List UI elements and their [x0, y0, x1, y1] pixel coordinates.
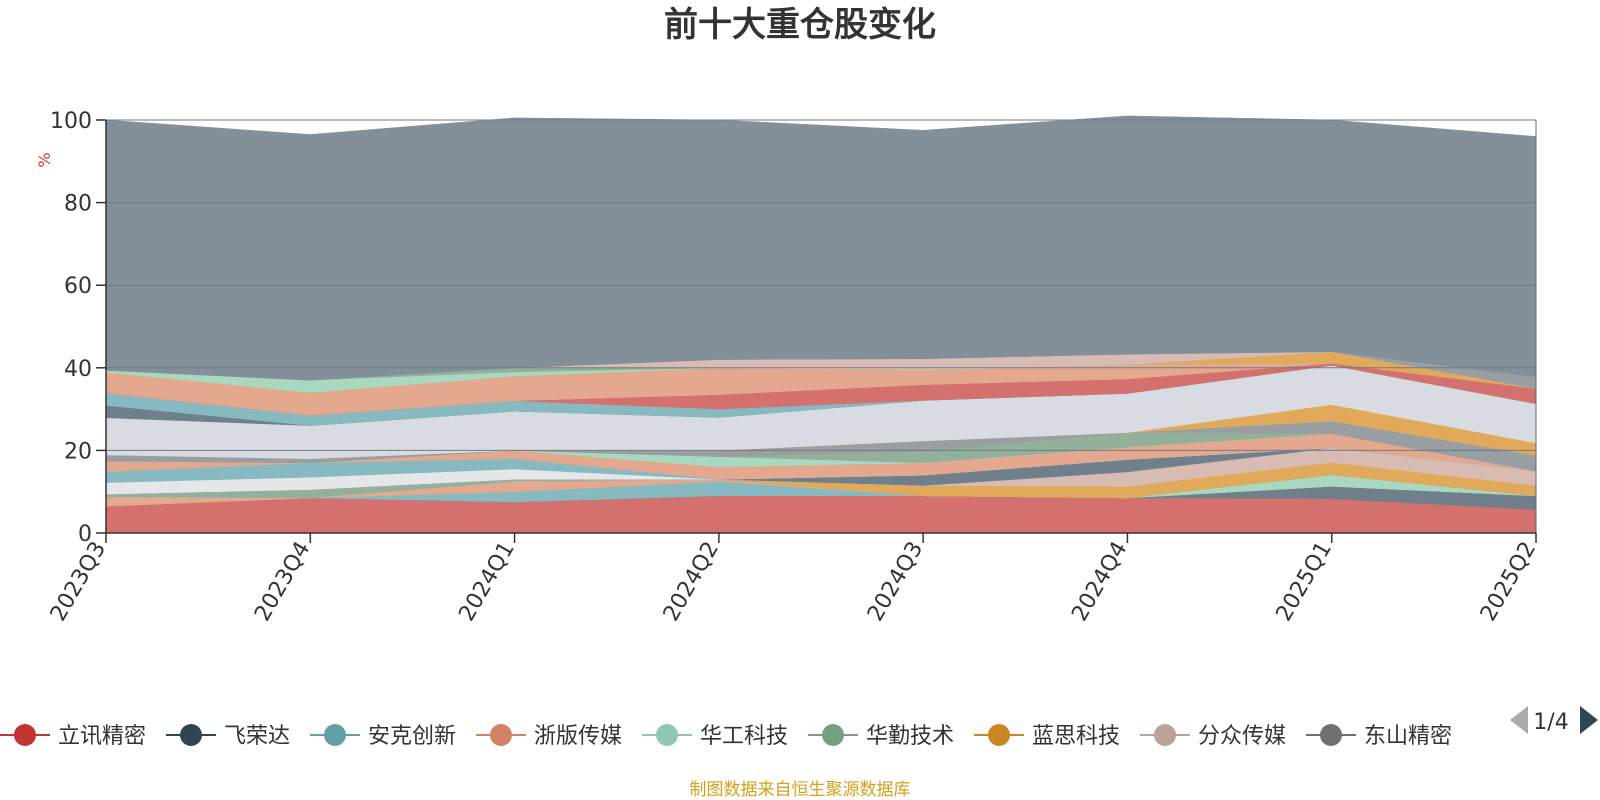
legend-label-7: 分众传媒 — [1198, 724, 1286, 749]
legend-item-1[interactable]: 飞荣达 — [166, 724, 290, 749]
x-tick-label-7: 2025Q2 — [1476, 538, 1541, 626]
legend-marker-5 — [822, 724, 844, 746]
legend-label-4: 华工科技 — [700, 724, 788, 749]
legend-marker-1 — [180, 724, 202, 746]
legend-label-5: 华勤技术 — [866, 724, 954, 749]
y-axis: 0 20 40 60 80 100 — [50, 109, 1537, 547]
legend-next-page-icon[interactable] — [1580, 706, 1598, 734]
y-tick-label-5: 100 — [50, 109, 92, 134]
legend-item-3[interactable]: 浙版传媒 — [476, 724, 622, 749]
x-tick-label-5: 2024Q4 — [1067, 538, 1132, 626]
x-tick-label-2: 2024Q1 — [454, 538, 519, 626]
y-tick-label-0: 0 — [78, 522, 92, 547]
legend-item-4[interactable]: 华工科技 — [642, 724, 788, 749]
legend-item-6[interactable]: 蓝思科技 — [974, 724, 1120, 749]
x-tick-label-3: 2024Q2 — [659, 538, 724, 626]
y-tick-label-2: 40 — [64, 357, 92, 382]
legend-label-2: 安克创新 — [368, 724, 456, 749]
legend: 立讯精密 飞荣达 安克创新 浙版传媒 华工科技 华勤技术 蓝思科技 分众传媒 东山精密 — [0, 724, 1452, 749]
legend-prev-page-icon[interactable] — [1510, 706, 1528, 734]
legend-label-0: 立讯精密 — [58, 724, 146, 749]
x-tick-label-0: 2023Q3 — [46, 538, 111, 626]
legend-page-indicator: 1/4 — [1533, 710, 1568, 735]
legend-item-8[interactable]: 东山精密 — [1306, 724, 1452, 749]
source-note: 制图数据来自恒生聚源数据库 — [690, 780, 911, 800]
y-tick-label-3: 60 — [64, 274, 92, 299]
y-tick-label-1: 20 — [64, 439, 92, 464]
legend-item-7[interactable]: 分众传媒 — [1140, 724, 1286, 749]
legend-marker-2 — [324, 724, 346, 746]
legend-item-2[interactable]: 安克创新 — [310, 724, 456, 749]
area-series-0 — [105, 495, 1537, 534]
legend-item-5[interactable]: 华勤技术 — [808, 724, 954, 749]
legend-label-3: 浙版传媒 — [534, 724, 622, 749]
legend-label-8: 东山精密 — [1364, 724, 1452, 749]
y-tick-label-4: 80 — [64, 192, 92, 217]
area-series-26 — [105, 115, 1537, 381]
legend-marker-7 — [1154, 724, 1176, 746]
legend-marker-3 — [490, 724, 512, 746]
x-tick-label-4: 2024Q3 — [863, 538, 928, 626]
x-tick-label-1: 2023Q4 — [250, 538, 315, 626]
y-axis-unit: % — [35, 152, 54, 167]
legend-pagination: 1/4 — [1510, 706, 1598, 735]
x-axis: 2023Q3 2023Q4 2024Q1 2024Q2 2024Q3 2024Q4 2025… — [46, 532, 1541, 626]
legend-label-6: 蓝思科技 — [1032, 724, 1120, 749]
legend-marker-8 — [1320, 724, 1342, 746]
legend-marker-4 — [656, 724, 678, 746]
legend-item-0[interactable]: 立讯精密 — [0, 724, 146, 749]
plot-area — [105, 115, 1537, 534]
legend-marker-0 — [14, 724, 36, 746]
legend-marker-6 — [988, 724, 1010, 746]
x-tick-label-6: 2025Q1 — [1272, 538, 1337, 626]
legend-label-1: 飞荣达 — [224, 724, 290, 749]
chart-title: 前十大重仓股变化 — [664, 5, 936, 45]
